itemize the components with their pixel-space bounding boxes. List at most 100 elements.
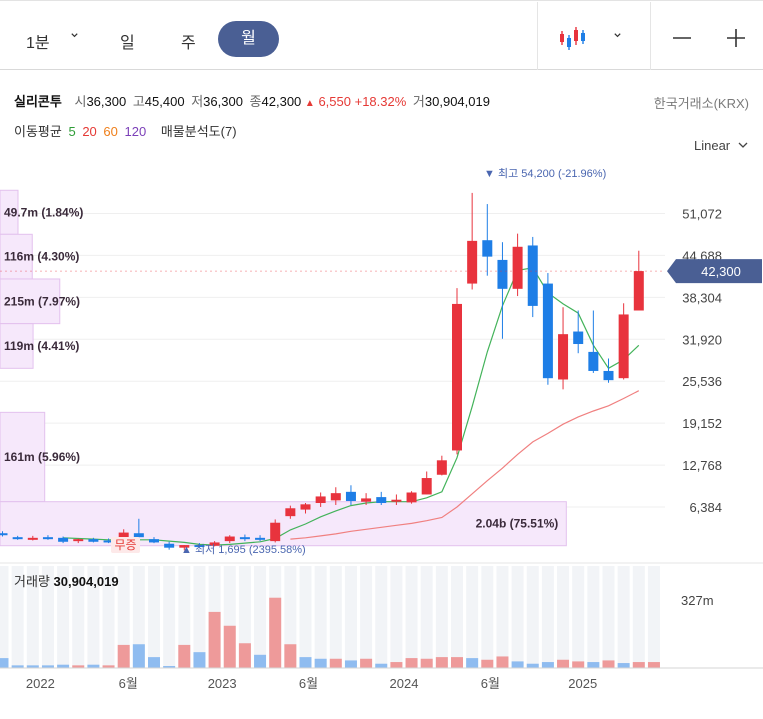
candle-body [361,498,372,502]
volume-profile-label[interactable]: 매물분석도(7) [160,124,237,139]
current-price-label: 42,300 [701,264,741,279]
price-axis-label: 12,768 [682,458,722,473]
volume-bar [587,662,600,668]
volume-column-bg [238,566,251,668]
candlestick-icon[interactable] [559,25,587,51]
candle-body [58,537,69,542]
indicator-legend[interactable]: 이동평균 5 20 60 120 매물분석도(7) [14,121,240,140]
x-axis-label: 2022 [26,676,55,691]
low-value: 36,300 [203,94,243,109]
candle-body [88,539,99,542]
candle-body [467,240,478,284]
tab-day[interactable]: 일 [120,35,135,52]
close-label: 종 [249,94,262,109]
volume-column-bg [390,566,403,668]
volume-bar [451,657,463,668]
candle-body [209,542,220,546]
scale-mode-selector[interactable]: Linear [694,138,731,153]
zoom-out-icon[interactable] [671,27,693,49]
volume-column-bg [647,566,660,668]
moving-average-label[interactable]: 이동평균 [14,124,62,139]
open-label: 시 [74,94,87,109]
change-percent: +18.32% [354,94,407,109]
volume-column-bg [557,566,570,668]
candle-body [588,351,599,371]
volume-column-bg [148,566,160,668]
tab-week[interactable]: 주 [181,35,196,52]
candle-body [618,314,629,379]
chevron-down-icon[interactable] [738,141,748,149]
volume-column-bg [11,566,24,668]
ohlc-summary: 실리콘투 시36,300 고45,400 저36,300 종42,300 ▲ 6… [14,91,490,110]
chevron-down-icon[interactable] [70,31,79,40]
volume-bar [102,665,115,668]
volume-profile-bar [0,501,567,547]
volume-column-bg [193,566,206,668]
volume-profile-label: 215m (7.97%) [4,294,80,308]
volume-column-bg [541,566,554,668]
volume-bar [344,660,357,668]
candle-body [300,504,311,510]
candle-body [330,493,341,501]
volume-column-bg [329,566,342,668]
price-axis-label: 38,304 [682,290,722,305]
toolbar-divider [537,2,538,70]
volume-bar [117,644,130,668]
low-annotation: ▲ 최저 1,695 (2395.58%) [181,543,306,556]
volume-column-bg [299,566,312,668]
volume-profile-label: 119m (4.41%) [4,339,79,353]
volume-bar [632,662,645,668]
candle-body [452,303,462,451]
volume-column-bg [375,566,388,668]
volume-profile-label: 2.04b (75.51%) [476,517,559,531]
candle-body [376,497,387,504]
candle-body [497,259,508,289]
volume-bar [26,665,39,668]
event-badge [111,537,140,553]
tab-month[interactable]: 월 [218,21,279,57]
stock-name: 실리콘투 [14,94,62,109]
volume-bar [178,644,191,668]
candle-body [527,245,538,306]
candle-body [558,334,569,380]
volume-column-bg [314,566,327,668]
high-value: 45,400 [144,94,185,109]
ma20-line [290,390,640,540]
open-value: 36,300 [86,94,127,109]
volume-column-bg [602,566,615,668]
volume-bar [284,644,297,668]
volume-bar [420,658,433,668]
volume-bar [557,659,570,668]
change-value: 6,550 [318,94,351,109]
chevron-down-icon[interactable] [613,31,622,40]
exchange-name: 한국거래소(KRX) [653,96,749,111]
price-axis-label: 19,152 [682,416,722,431]
volume-column-bg [178,566,191,668]
volume-column-bg [481,566,494,668]
volume-axis-label: 327m [681,593,714,608]
candle-body [239,537,250,540]
chart-toolbar: 1분 일 주 월 [0,0,763,70]
candle-body [73,539,84,542]
x-axis-label: 6월 [119,676,138,691]
volume-profile-label: 116m (4.30%) [4,250,79,264]
volume-bar [193,652,206,668]
volume-bar [647,662,660,668]
volume-bar [526,663,539,668]
volume-bar [435,657,448,668]
x-axis-label: 2025 [568,676,597,691]
volume-bar [11,665,24,668]
interval-selector[interactable]: 1분 [26,35,50,52]
candle-body [42,537,53,540]
toolbar-divider [650,2,651,70]
volume-column-bg [72,566,85,668]
volume-bar [496,656,509,668]
volume-profile-bar [0,233,33,280]
candle-body [633,271,644,311]
x-axis-label: 2024 [390,676,419,691]
ma5-legend: 5 [68,124,76,139]
volume-bar [314,658,327,668]
volume-column-bg [163,566,176,668]
zoom-in-icon[interactable] [725,27,747,49]
